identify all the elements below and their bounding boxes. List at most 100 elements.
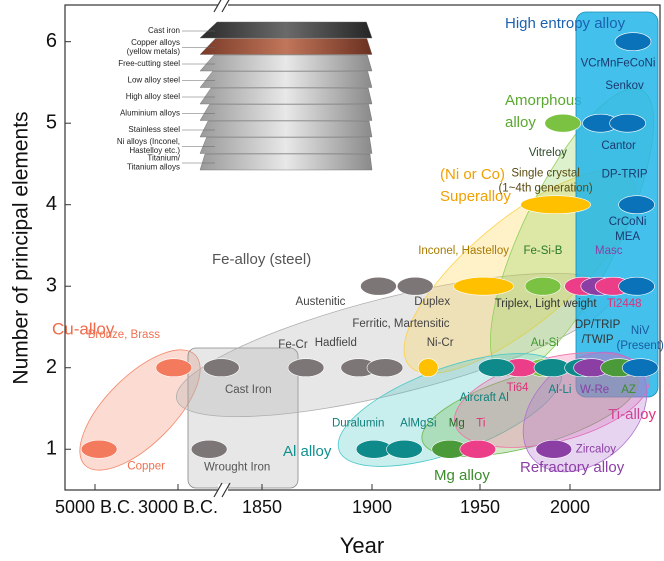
inset-label: High alloy steel bbox=[126, 92, 180, 101]
inset-label: Titanium alloys bbox=[127, 163, 180, 172]
y-tick-label: 2 bbox=[46, 356, 57, 378]
alloy-marker bbox=[621, 358, 659, 378]
alloy-label: Cantor bbox=[601, 140, 636, 152]
alloy-marker bbox=[535, 439, 573, 459]
y-tick-label: 6 bbox=[46, 30, 57, 52]
inset-label: Free-cutting steel bbox=[118, 59, 180, 68]
alloy-label: Au-Si bbox=[531, 337, 559, 349]
alloy-label: VCrMnFeCoNi bbox=[581, 58, 656, 70]
alloy-label: Inconel, Hastelloy bbox=[418, 245, 509, 257]
alloy-marker bbox=[618, 195, 655, 215]
region-label: alloy bbox=[505, 114, 536, 131]
inset-label: Low alloy steel bbox=[128, 76, 181, 85]
inset-label: Aluminium alloys bbox=[120, 109, 180, 118]
inset-label: Copper alloys bbox=[131, 38, 180, 47]
inset-slab bbox=[199, 71, 373, 88]
inset-slab bbox=[199, 153, 373, 171]
region-label: Refractory alloy bbox=[520, 459, 625, 476]
inset-slab bbox=[199, 54, 373, 72]
y-tick-label: 5 bbox=[46, 111, 57, 133]
region-label: Al alloy bbox=[283, 443, 332, 460]
x-tick-label: 1850 bbox=[242, 497, 282, 517]
alloy-label: Copper bbox=[127, 460, 165, 472]
alloy-label: Duralumin bbox=[332, 417, 384, 429]
alloy-label: NiV bbox=[631, 325, 650, 337]
alloy-label: AZ bbox=[621, 384, 636, 396]
alloy-label: Triplex, Light weight bbox=[495, 298, 598, 310]
alloy-label: Ferritic, Martensitic bbox=[352, 318, 449, 330]
alloy-label: Cast Iron bbox=[225, 384, 272, 396]
alloy-label: Vitreloy bbox=[529, 147, 567, 159]
alloy-label: AlMgSi bbox=[400, 417, 436, 429]
inset-slab bbox=[199, 104, 373, 121]
alloy-label: Duplex bbox=[414, 296, 450, 308]
alloy-marker bbox=[155, 358, 193, 378]
alloy-label: W-Re bbox=[580, 384, 609, 396]
alloy-label: DP-TRIP bbox=[602, 169, 648, 181]
inset-label: Stainless steel bbox=[128, 125, 180, 134]
x-tick-label: 5000 B.C. bbox=[55, 497, 135, 517]
alloy-marker bbox=[609, 113, 646, 133]
alloy-label: Zircaloy bbox=[576, 443, 617, 455]
inset-label: (yellow metals) bbox=[127, 47, 181, 56]
alloy-marker bbox=[202, 358, 240, 378]
inset-label: Titanium/ bbox=[147, 154, 180, 163]
alloy-label: Masc bbox=[595, 245, 623, 257]
alloy-label: /TWIP bbox=[582, 334, 614, 346]
alloy-marker bbox=[453, 276, 514, 296]
x-axis-label: Year bbox=[340, 533, 384, 558]
alloy-label: MEA bbox=[615, 231, 640, 243]
alloy-label: Ti bbox=[476, 417, 485, 429]
alloy-label: Single crystal bbox=[511, 168, 579, 180]
alloy-label: Ti2448 bbox=[607, 298, 642, 310]
region-label: Mg alloy bbox=[434, 467, 490, 484]
alloy-marker bbox=[477, 358, 515, 378]
alloy-label: Wrought Iron bbox=[204, 461, 270, 473]
alloy-marker bbox=[360, 276, 397, 296]
inset-label: Cast iron bbox=[148, 26, 180, 35]
inset-slab bbox=[199, 137, 373, 154]
region-label: High entropy alloy bbox=[505, 15, 626, 32]
alloy-marker bbox=[544, 113, 582, 133]
alloy-marker bbox=[287, 358, 325, 378]
x-tick-label: 2000 bbox=[550, 497, 590, 517]
inset-slab bbox=[199, 21, 373, 39]
inset-slab bbox=[199, 120, 373, 138]
x-tick-label: 3000 B.C. bbox=[138, 497, 218, 517]
alloy-label: Ni-Cr bbox=[427, 337, 454, 349]
inset-slab bbox=[199, 87, 373, 105]
region-label: Cu-alloy bbox=[52, 319, 115, 338]
y-axis-label: Number of principal elements bbox=[10, 111, 33, 384]
y-tick-label: 4 bbox=[46, 193, 57, 215]
axis-break bbox=[213, 0, 231, 498]
x-tick-label: 1900 bbox=[352, 497, 392, 517]
alloy-label: CrCoNi bbox=[609, 216, 647, 228]
alloy-marker bbox=[618, 276, 655, 296]
x-tick-label: 1950 bbox=[460, 497, 500, 517]
alloy-label: Ti64 bbox=[507, 382, 530, 394]
region-label: Fe-alloy (steel) bbox=[212, 251, 311, 268]
alloy-marker bbox=[190, 439, 228, 459]
alloy-label: Al-Li bbox=[548, 384, 571, 396]
plot-frame bbox=[64, 4, 661, 491]
alloy-marker bbox=[417, 358, 439, 378]
alloy-marker bbox=[614, 32, 652, 51]
y-tick-label: 1 bbox=[46, 438, 57, 460]
alloy-marker bbox=[524, 276, 562, 296]
y-tick-label: 3 bbox=[46, 274, 57, 296]
inset-label: Hastelloy etc.) bbox=[129, 146, 180, 155]
inset-label: Ni alloys (Inconel, bbox=[117, 137, 180, 146]
region-shape bbox=[79, 349, 201, 471]
alloy-label: Hadfield bbox=[315, 337, 357, 349]
region-label: Superalloy bbox=[440, 188, 511, 205]
alloy-marker bbox=[520, 195, 591, 215]
alloy-label: Fe-Cr bbox=[278, 339, 308, 351]
alloy-label: Bronze, Brass bbox=[88, 329, 160, 341]
alloy-label: Mg bbox=[449, 417, 465, 429]
alloy-label: (Present) bbox=[617, 340, 664, 352]
alloy-label: Austenitic bbox=[296, 296, 346, 308]
alloy-label: Aircraft Al bbox=[460, 392, 509, 404]
alloy-marker bbox=[459, 439, 497, 459]
alloy-marker bbox=[396, 276, 434, 296]
